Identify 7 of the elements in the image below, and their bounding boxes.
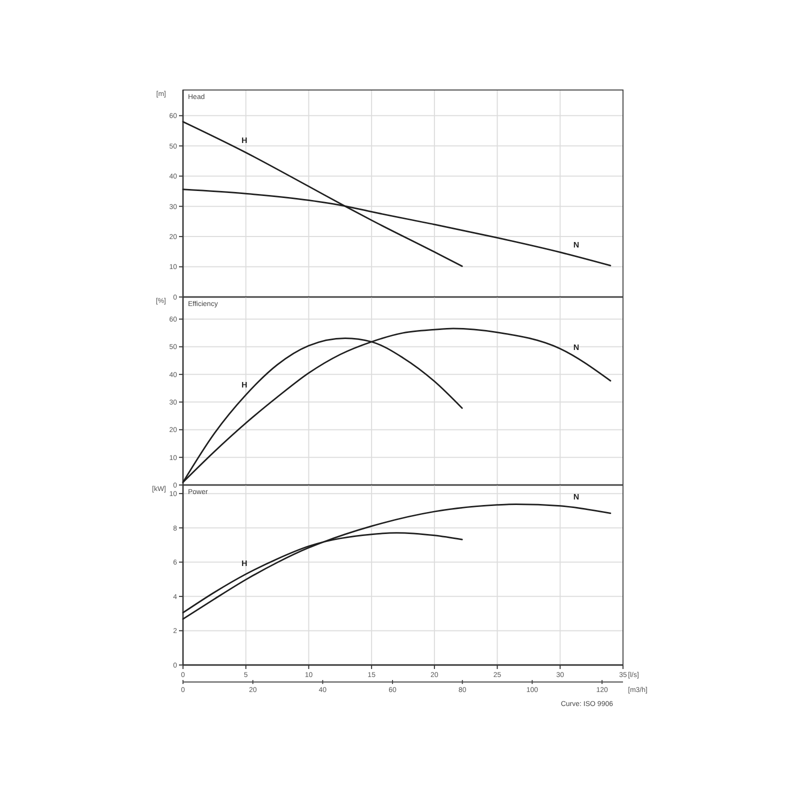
series-label: H [242,558,248,568]
series-label: H [242,380,248,390]
series-label: H [242,136,248,145]
series-label: N [573,342,580,352]
series-label: N [573,492,580,502]
line-series [182,503,612,620]
series-label: N [573,240,580,250]
